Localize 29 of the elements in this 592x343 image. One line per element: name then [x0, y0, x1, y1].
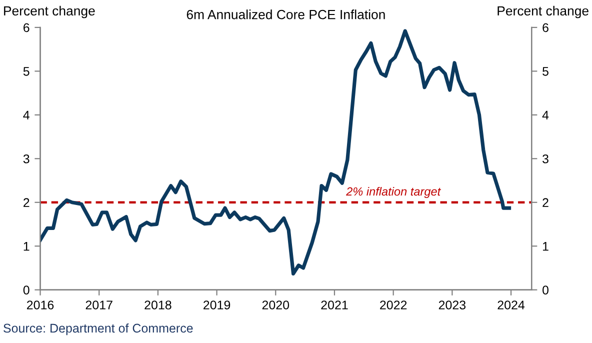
y-tick-label: 2 [24, 198, 30, 207]
x-tick-label: 2017 [86, 300, 112, 310]
y2-tick-label: 0 [542, 286, 548, 294]
y-tick-label: 3 [23, 154, 30, 164]
y-tick-label: 4 [23, 110, 30, 120]
y2-tick-label: 6 [542, 23, 548, 32]
x-tick-label: 2016 [26, 300, 54, 310]
y-tick-label: 6 [24, 23, 30, 32]
ref-line-label: 2% inflation target [346, 186, 441, 198]
y2-tick-label: 2 [542, 198, 548, 207]
y-tick-label: 1 [24, 242, 30, 251]
x-tick-label: 2023 [438, 300, 466, 310]
y2-tick-label: 1 [542, 242, 548, 251]
y-tick-label: 0 [23, 286, 30, 294]
x-tick-label: 2024 [498, 300, 525, 310]
y2-axis-title: Percent change [498, 6, 588, 18]
x-tick-label: 2018 [144, 300, 172, 310]
line-series [40, 29, 512, 276]
chart-title: 6m Annualized Core PCE Inflation [186, 10, 385, 20]
y-tick-label: 5 [23, 67, 30, 76]
y2-tick-label: 4 [542, 110, 549, 120]
x-tick-label: 2019 [204, 300, 230, 310]
y-axis-title: Percent change [4, 6, 95, 18]
x-tick-label: 2022 [380, 300, 407, 310]
y2-tick-label: 5 [542, 67, 548, 76]
source-note: Source: Department of Commerce [4, 323, 193, 336]
x-tick-label: 2020 [262, 300, 290, 310]
y2-tick-label: 3 [542, 154, 548, 164]
x-tick-label: 2021 [321, 300, 348, 310]
